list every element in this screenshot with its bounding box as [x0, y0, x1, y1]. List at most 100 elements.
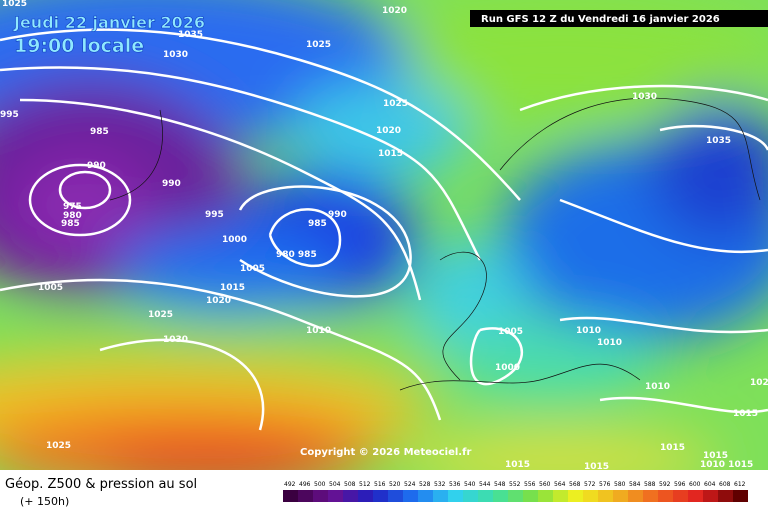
colorbar-swatch: [478, 490, 493, 502]
isobar-label: 1025: [383, 99, 408, 109]
colorbar-tick-label: 604: [704, 481, 716, 488]
isobar-label: 1030: [632, 92, 657, 102]
colorbar-swatch: [493, 490, 508, 502]
isobar-label: 980: [63, 211, 82, 221]
colorbar-swatch: [553, 490, 568, 502]
colorbar-tick-label: 600: [689, 481, 701, 488]
colorbar-swatch: [373, 490, 388, 502]
colorbar-tick-label: 588: [644, 481, 656, 488]
colorbar-tick-label: 532: [434, 481, 446, 488]
colorbar-tick-label: 492: [284, 481, 296, 488]
isobar-label: 990: [328, 210, 347, 220]
run-label: Run GFS 12 Z du Vendredi 16 janvier 2026: [481, 14, 720, 25]
colorbar-tick-label: 512: [359, 481, 371, 488]
coastlines: [109, 97, 761, 391]
colorbar-tick-label: 516: [374, 481, 386, 488]
isobar-label: 1015: [703, 451, 728, 461]
colorbar-swatch: [583, 490, 598, 502]
isobar-label: 1030: [163, 50, 188, 60]
colorbar-tick-label: 520: [389, 481, 401, 488]
colorbar-swatch: [718, 490, 733, 502]
colorbar-swatch: [733, 490, 748, 502]
isobar-label: 1035: [706, 136, 731, 146]
isobar-label: 1025: [306, 40, 331, 50]
colorbar-swatch: [688, 490, 703, 502]
isobar-label: 1025: [148, 310, 173, 320]
colorbar-tick-label: 576: [599, 481, 611, 488]
isobar-label: 1015: [505, 460, 530, 470]
isobar-label: 995: [0, 110, 19, 120]
colorbar-swatch: [613, 490, 628, 502]
isobars: [0, 28, 768, 431]
isobar-label: 1015: [584, 462, 609, 472]
isobar-label: 1010: [597, 338, 622, 348]
colorbar-tick-label: 580: [614, 481, 626, 488]
isobar-label: 1020: [382, 6, 407, 16]
colorbar-tick-label: 500: [314, 481, 326, 488]
isobar-label: 990: [162, 179, 181, 189]
colorbar-tick-label: 544: [479, 481, 491, 488]
colorbar-swatch: [523, 490, 538, 502]
colorbar-swatch: [463, 490, 478, 502]
colorbar-swatch: [643, 490, 658, 502]
colorbar-tick-label: 496: [299, 481, 311, 488]
isobar-label: 1015: [220, 283, 245, 293]
isobar-label: 985: [61, 219, 80, 229]
map-field: [0, 0, 768, 470]
colorbar-swatch: [343, 490, 358, 502]
isobar-label: 1000: [495, 363, 520, 373]
colorbar-swatch: [658, 490, 673, 502]
isobar-label: 1020: [206, 296, 231, 306]
colorbar: 492 496 500 504 508 512 516 520 524 528 532 536 540 5…: [283, 481, 748, 502]
isobar-label: 1005: [38, 283, 63, 293]
colorbar-tick-label: 568: [569, 481, 581, 488]
colorbar-tick-label: 560: [539, 481, 551, 488]
colorbar-tick-label: 608: [719, 481, 731, 488]
isobar-label: 1025: [2, 0, 27, 9]
colorbar-swatch: [628, 490, 643, 502]
colorbar-swatch: [508, 490, 523, 502]
colorbar-swatch: [298, 490, 313, 502]
colorbar-swatch: [358, 490, 373, 502]
colorbar-tick-label: 556: [524, 481, 536, 488]
colorbar-swatch: [283, 490, 298, 502]
colorbar-swatch: [433, 490, 448, 502]
colorbar-tick-label: 564: [554, 481, 566, 488]
colorbar-swatch: [598, 490, 613, 502]
isobar-label: 1010: [306, 326, 331, 336]
colorbar-tick-label: 596: [674, 481, 686, 488]
isobar-label: 1005: [498, 327, 523, 337]
isobar-label: 1015: [378, 149, 403, 159]
colorbar-swatch: [403, 490, 418, 502]
isobar-label: 1010: [576, 326, 601, 336]
isobar-label: 1005: [240, 264, 265, 274]
colorbar-tick-label: 572: [584, 481, 596, 488]
colorbar-swatch: [328, 490, 343, 502]
isobar-label: 990: [87, 161, 106, 171]
isobar-label: 1020: [376, 126, 401, 136]
isobar-label: 1015: [660, 443, 685, 453]
copyright: Copyright © 2026 Meteociel.fr: [300, 447, 471, 458]
isobar-label: 1015: [733, 409, 758, 419]
date-label: Jeudi 22 janvier 2026: [13, 13, 205, 32]
colorbar-tick-label: 540: [464, 481, 476, 488]
colorbar-swatch: [313, 490, 328, 502]
colorbar-swatch: [388, 490, 403, 502]
colorbar-tick-label: 508: [344, 481, 356, 488]
isobar-label: 1030: [163, 335, 188, 345]
colorbar-swatch: [448, 490, 463, 502]
footer-lead: (+ 150h): [20, 495, 69, 508]
colorbar-tick-label: 504: [329, 481, 341, 488]
colorbar-swatch: [568, 490, 583, 502]
isobar-label: 1020: [750, 378, 768, 388]
colorbar-swatch: [703, 490, 718, 502]
isobar-label: 1000: [222, 235, 247, 245]
isobar-label: 1025: [46, 441, 71, 451]
isobar-label: 1035: [178, 30, 203, 40]
colorbar-tick-label: 524: [404, 481, 416, 488]
colorbar-tick-label: 528: [419, 481, 431, 488]
isobar-labels: 1025 1020 1035 1030 1025 995 985 1025 1020 1015 10…: [0, 0, 768, 472]
colorbar-tick-label: 548: [494, 481, 506, 488]
colorbar-tick-label: 584: [629, 481, 641, 488]
